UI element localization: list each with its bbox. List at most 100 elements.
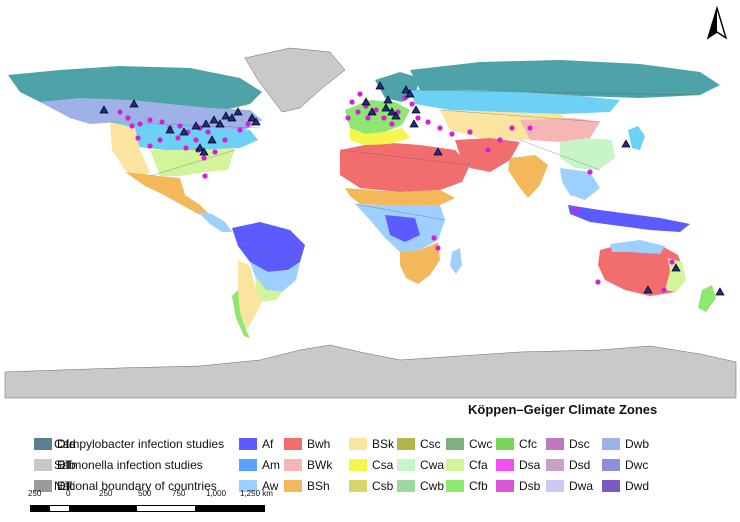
climate-zone-swatch xyxy=(602,459,620,471)
legend-campylobacter-label: Campylobacter infection studies xyxy=(54,437,225,451)
climate-zone-swatch xyxy=(496,480,514,492)
africa-south xyxy=(400,242,440,284)
climate-zone-label: Dwd xyxy=(625,479,650,493)
salmonella-study-point xyxy=(157,137,163,143)
salmonella-study-point xyxy=(435,245,441,251)
campylobacter-study-point xyxy=(367,107,377,116)
china xyxy=(520,118,600,142)
us-west xyxy=(110,122,150,180)
campylobacter-study-point xyxy=(409,119,419,128)
campylobacter-study-point xyxy=(671,263,681,272)
salmonella-study-point xyxy=(201,155,207,161)
campylobacter-study-point xyxy=(179,127,189,136)
salmonella-study-point xyxy=(205,129,211,135)
scale-seg xyxy=(195,506,264,511)
salmonella-study-point xyxy=(497,137,503,143)
climate-zone-swatch xyxy=(397,459,415,471)
climate-zone-label: Aw xyxy=(262,479,279,493)
climate-zone-swatch xyxy=(349,459,367,471)
campylobacter-study-point xyxy=(201,119,211,128)
campylobacter-study-point xyxy=(165,125,175,134)
salmonella-study-point xyxy=(183,145,189,151)
climate-zone-swatch xyxy=(546,480,564,492)
legend-boundary-label: National boundary of countries xyxy=(54,479,217,493)
map-title: Köppen–Geiger Climate Zones xyxy=(468,402,658,417)
africa-congo xyxy=(385,215,420,242)
australia xyxy=(598,242,685,296)
salmonella-study-point xyxy=(573,207,579,213)
sa-chile xyxy=(232,290,250,338)
campylobacter-study-point xyxy=(199,147,209,156)
sa-savanna xyxy=(250,262,300,292)
salmonella-study-point xyxy=(389,121,395,127)
climate-zone-label: Am xyxy=(262,458,280,472)
siberia xyxy=(410,60,720,98)
salmonella-study-point xyxy=(425,119,431,125)
climate-zone-label: Dsd xyxy=(569,458,591,472)
climate-zone-label: Dfa xyxy=(57,437,76,451)
sa-south xyxy=(255,276,282,302)
campylobacter-study-point xyxy=(375,81,385,90)
campylobacter-study-point xyxy=(361,97,371,106)
climate-zone-label: Csb xyxy=(372,479,394,493)
climate-zone-label: Dwb xyxy=(625,437,650,451)
africa-sahara xyxy=(340,142,470,192)
campylobacter-study-point xyxy=(99,105,109,114)
campylobacter-study-point xyxy=(383,95,393,104)
india xyxy=(508,155,548,198)
legend-salmonella-label: Salmonella infection studies xyxy=(54,458,203,472)
madagascar xyxy=(450,248,462,274)
campylobacter-study-point xyxy=(381,103,391,112)
salmonella-study-point xyxy=(587,169,593,175)
campylobacter-study-point xyxy=(401,85,411,94)
salmonella-study-point xyxy=(527,125,533,131)
salmonella-study-point xyxy=(245,121,251,127)
scale-seg xyxy=(137,506,195,511)
na-temperate xyxy=(110,122,258,150)
salmonella-study-point xyxy=(355,109,361,115)
climate-zone-swatch xyxy=(546,459,564,471)
indonesia xyxy=(568,205,690,232)
australia-east xyxy=(665,258,686,292)
salmonella-study-point xyxy=(147,143,153,149)
climate-zone-label: ET xyxy=(57,479,73,493)
campylobacter-study-point xyxy=(433,147,443,156)
salmonella-study-point xyxy=(437,125,443,131)
campylobacter-study-point xyxy=(247,113,257,122)
climate-zone-label: Af xyxy=(262,437,274,451)
salmonella-study-point xyxy=(349,99,355,105)
climate-zone-swatch xyxy=(446,459,464,471)
climate-zone-swatch xyxy=(239,459,257,471)
salmonella-study-point xyxy=(212,149,218,155)
salmonella-study-point xyxy=(193,137,199,143)
campylobacter-study-point xyxy=(209,115,219,124)
scale-label: 250 xyxy=(28,489,42,498)
new-zealand xyxy=(698,285,716,312)
climate-zone-swatch xyxy=(34,480,52,492)
scale-label: 750 xyxy=(172,489,186,498)
scale-label: 0 xyxy=(66,489,71,498)
salmonella-study-point xyxy=(381,115,387,121)
climate-zone-label: Dwa xyxy=(569,479,594,493)
salmonella-study-point xyxy=(415,115,421,121)
salmonella-study-point xyxy=(669,259,675,265)
salmonella-study-point xyxy=(147,117,153,123)
campylobacter-study-point xyxy=(405,89,415,98)
campylobacter-study-point xyxy=(251,117,261,126)
climate-zone-label: BSh xyxy=(307,479,330,493)
campylobacter-study-point xyxy=(215,119,225,128)
climate-zone-label: Cfb xyxy=(469,479,488,493)
campylobacter-study-point xyxy=(643,285,653,294)
climate-zone-swatch xyxy=(284,459,302,471)
salmonella-study-point xyxy=(595,279,601,285)
campylobacter-study-point xyxy=(411,105,421,114)
climate-zone-label: Dsc xyxy=(569,437,590,451)
campylobacter-points xyxy=(99,81,725,296)
asia-boreal xyxy=(410,90,620,114)
salmonella-study-point xyxy=(409,101,415,107)
salmonella-study-point xyxy=(485,147,491,153)
salmonella-study-point xyxy=(449,131,455,137)
japan xyxy=(628,126,645,150)
campylobacter-study-point xyxy=(227,113,237,122)
central-america xyxy=(198,212,232,232)
